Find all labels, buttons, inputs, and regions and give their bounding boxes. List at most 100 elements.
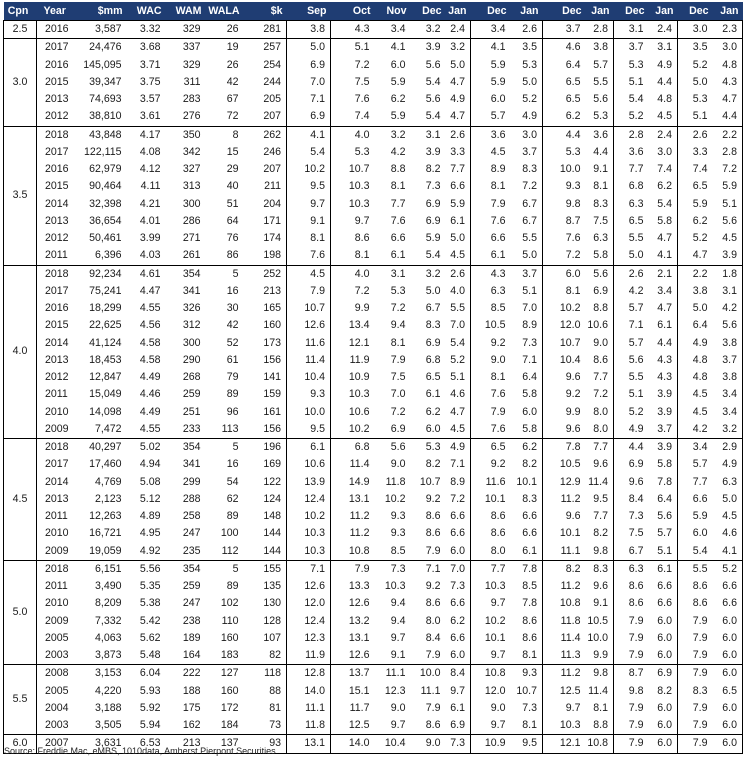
value-cell: 156 [243,420,287,439]
value-cell: 5.08 [139,475,161,488]
value-cell: 19 [205,38,244,57]
value-cell: 6.9 [445,717,471,735]
value-cell: 9.8 [585,664,614,683]
value-cell: 7.0 [390,388,406,401]
value-cell: 311 [183,75,201,88]
coupon-cell: 4.5 [3,438,37,561]
value-cell: 4.3 [648,369,678,387]
value-cell: 10.2 [348,422,370,435]
value-cell: 16 [226,458,239,471]
value-cell: 3.9 [712,247,743,265]
table-row: 2012 50,461 3.99 271 76 174 8.1 8.6 6.6 5.9 5.0 6.6… [4,230,743,248]
value-cell: 6.2 [390,93,406,105]
value-cell: 11.8 [286,717,331,735]
value-cell: 14.0 [330,734,375,754]
value-cell: 288 [182,492,201,505]
value-cell: 9.2 [425,492,441,505]
value-cell: 5.3 [585,108,614,126]
value-cell: 5.7 [628,336,644,349]
value-cell: 5.1 [628,388,644,401]
value-cell: 3.1 [374,264,411,283]
value-cell: 5.35 [139,580,161,592]
value-cell: 8.6 [692,580,708,592]
value-cell: 5.4 [425,110,441,123]
value-cell: 9.5 [510,734,543,754]
value-cell: 42 [226,319,239,332]
value-cell: 7.5 [628,527,644,540]
value-cell: 8.1 [286,230,331,248]
value-cell: 8.6 [425,527,441,540]
value-cell: 5.7 [490,110,506,123]
value-cell: 5.6 [374,438,411,457]
value-cell: 16,721 [89,527,122,540]
column-header: Dec [470,2,511,21]
value-cell: 207 [243,108,287,126]
year-cell: 2013 [45,214,69,227]
table-row: 2016 145,095 3.71 329 26 254 6.9 7.2 6.0 5.6 5.0 5.… [4,56,743,74]
value-cell: 3.57 [139,93,161,105]
value-cell: 8.3 [425,319,441,332]
value-cell: 3.0 [648,143,678,161]
value-cell: 4.56 [139,319,161,332]
value-cell: 6,396 [94,249,122,262]
value-cell: 9.3 [390,527,406,540]
value-cell: 3.9 [648,386,678,404]
value-cell: 8.6 [425,510,441,522]
value-cell: 4.5 [286,264,331,283]
value-cell: 6.6 [390,232,406,244]
value-cell: 3.6 [585,125,614,144]
value-cell: 5.92 [139,701,161,714]
value-cell: 9.8 [628,684,644,697]
year-cell: 2011 [45,388,68,401]
value-cell: 10.8 [470,664,511,683]
value-cell: 8 [205,125,244,144]
value-cell: 259 [182,388,201,401]
value-cell: 3.0 [712,38,743,57]
value-cell: 281 [243,19,287,39]
value-cell: 7.3 [425,180,441,193]
value-cell: 6.0 [712,699,743,717]
value-cell: 8.8 [390,163,406,175]
value-cell: 10.1 [484,631,506,644]
value-cell: 164 [182,649,201,661]
value-cell: 7.7 [628,163,644,175]
value-cell: 6.5 [565,75,581,88]
value-cell: 2.3 [712,19,743,39]
year-cell: 2017 [45,145,69,158]
value-cell: 7.9 [490,405,506,418]
value-cell: 2.2 [677,264,713,283]
value-cell: 10.2 [286,508,331,526]
value-cell: 3.7 [648,420,678,439]
value-cell: 326 [182,302,201,314]
value-cell: 7.9 [692,614,708,627]
value-cell: 10.2 [484,614,506,627]
value-cell: 247 [182,527,201,540]
value-cell: 5.8 [648,212,678,230]
value-cell: 327 [182,163,201,175]
value-cell: 4.01 [139,214,161,227]
value-cell: 7.6 [565,232,581,244]
value-cell: 8.1 [585,699,614,717]
value-cell: 8.1 [565,284,581,297]
value-cell: 5.6 [712,212,743,230]
value-cell: 3,587 [82,19,127,39]
value-cell: 283 [182,93,201,105]
value-cell: 300 [182,336,201,349]
value-cell: 11.3 [560,649,581,661]
value-cell: 235 [182,544,201,557]
value-cell: 145,095 [83,58,122,71]
value-cell: 12.3 [384,684,406,697]
value-cell: 3.32 [126,19,166,39]
value-cell: 12.6 [348,649,370,661]
value-cell: 329 [165,19,206,39]
value-cell: 251 [182,405,201,418]
value-cell: 10.7 [510,682,543,700]
value-cell: 89 [226,388,239,401]
value-cell: 2.6 [510,19,543,39]
value-cell: 8.1 [585,178,614,196]
value-cell: 3.6 [470,125,511,144]
value-cell: 5.5 [585,73,614,91]
value-cell: 4.92 [139,544,161,557]
value-cell: 5 [205,264,244,283]
value-cell: 40 [226,180,239,193]
